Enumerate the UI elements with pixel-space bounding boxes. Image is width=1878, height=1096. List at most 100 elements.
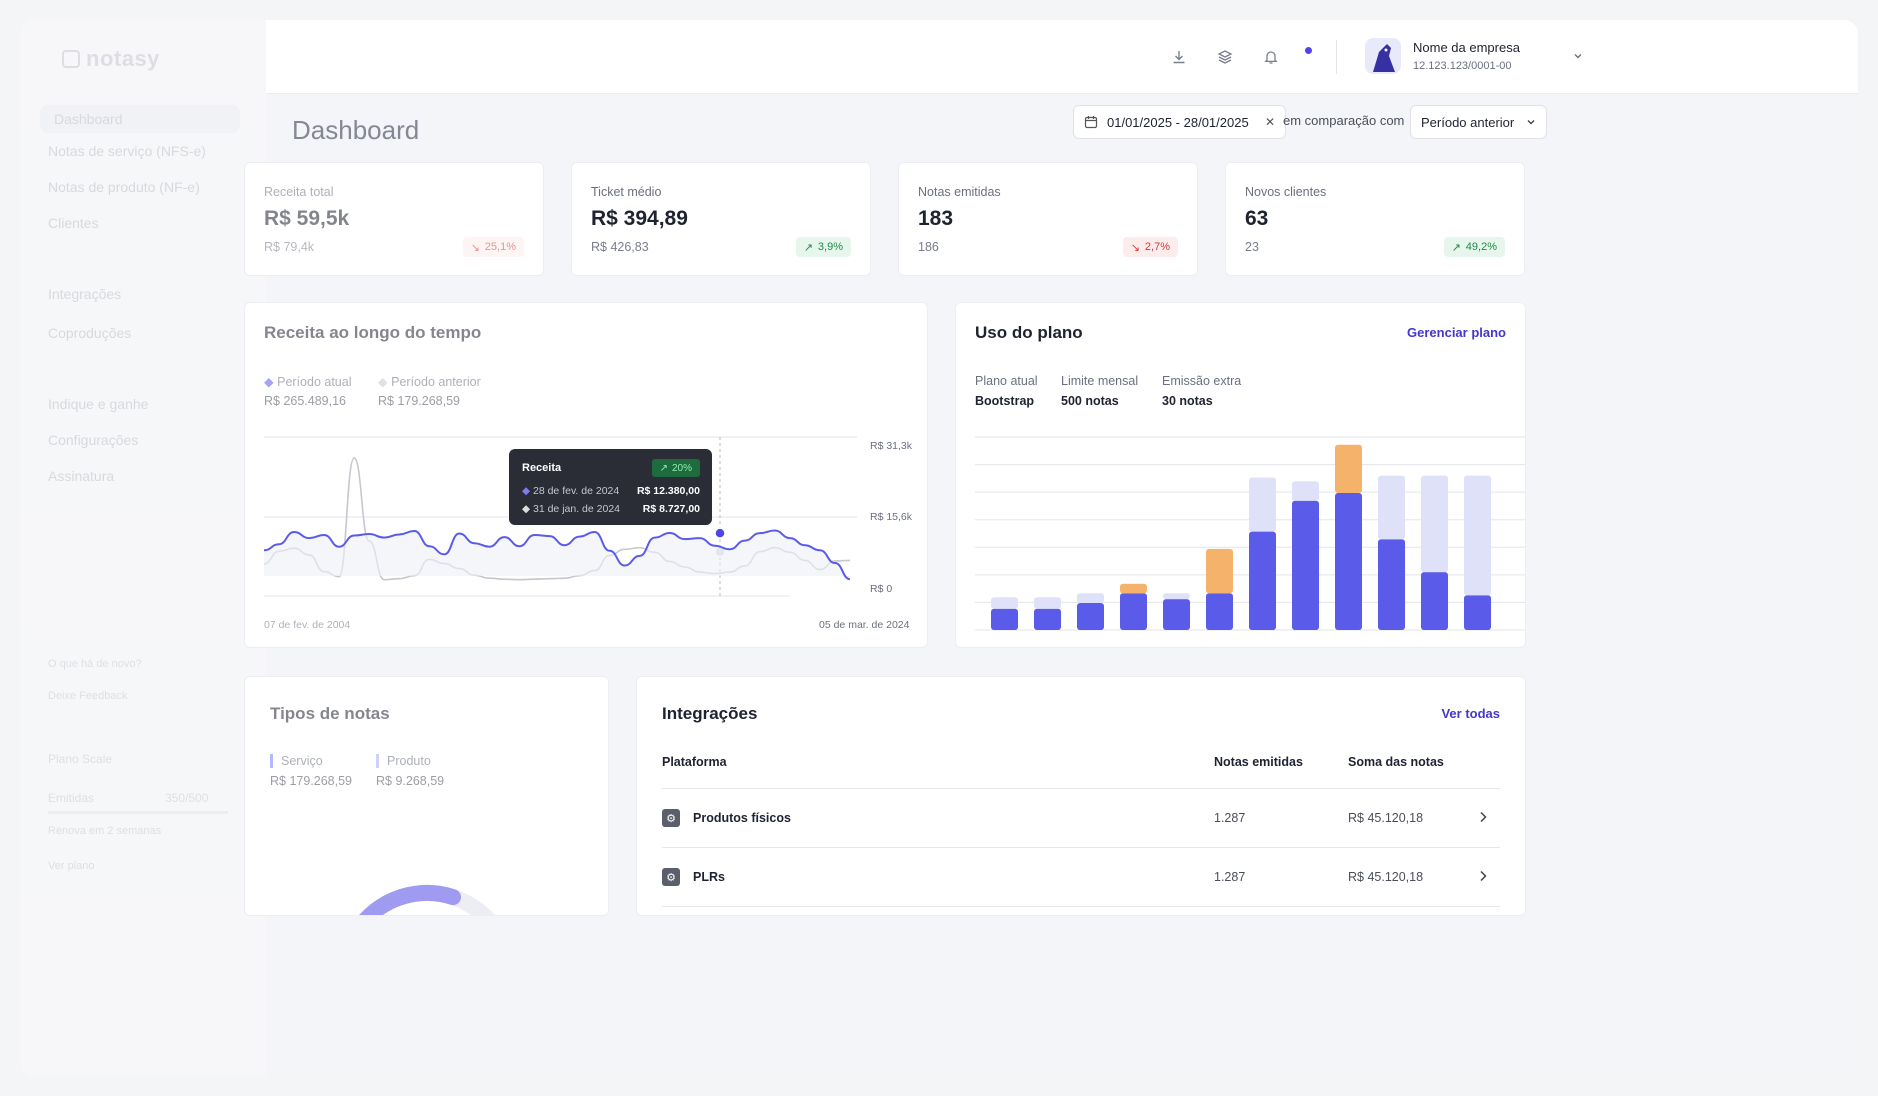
bar-segment-used [1163,599,1190,630]
legend-product-value: R$ 9.268,59 [376,774,445,788]
sidebar-item-nfe[interactable]: Notas de produto (NF-e) [48,179,200,195]
arrow-up-right-icon: ↗ [659,462,668,474]
plan-usage-panel: Uso do plano Gerenciar plano Plano atual… [955,302,1526,648]
compare-period-select[interactable]: Período anterior [1410,105,1547,139]
whats-new-link[interactable]: O que há de novo? [48,658,142,670]
sidebar-item-clientes[interactable]: Clientes [48,215,99,231]
arrow-down-right-icon: ↘ [470,241,480,254]
sidebar-item-integracoes[interactable]: Integrações [48,286,122,302]
arrow-up-right-icon: ↗ [803,241,813,254]
current-plan-label: Plano atual [975,374,1038,388]
tooltip-row-previous: ◆ 31 de jan. de 2024 R$ 8.727,00 [522,503,700,515]
manage-plan-link[interactable]: Gerenciar plano [1407,325,1506,340]
logo-icon [62,50,80,68]
table-row[interactable]: ⚙ Produtos físicos 1.287 R$ 45.120,18 [662,788,1500,848]
arrow-down-right-icon: ↘ [1130,241,1140,254]
legend-current: ◆ Período atual [264,375,352,389]
kpi-prev-value: R$ 79,4k [264,240,315,254]
table-row[interactable]: ⚙ PLRs 1.287 R$ 45.120,18 [662,847,1500,907]
kpi-card-ticket[interactable]: Ticket médio R$ 394,89 R$ 426,83 ↗ 3,9% [571,162,871,276]
legend-previous-value: R$ 179.268,59 [378,394,461,408]
company-avatar[interactable] [1365,38,1401,74]
kpi-label: Notas emitidas [918,185,1001,199]
column-header[interactable]: Notas emitidas [1214,755,1348,789]
y-axis-mid: R$ 15,6k [870,511,913,523]
plan-link[interactable]: Ver plano [48,860,95,872]
plan-name: Plano Scale [48,752,113,766]
notes-sum: R$ 45.120,18 [1348,847,1478,907]
tooltip-change-badge: ↗ 20% [651,459,700,477]
gear-icon: ⚙ [662,809,680,827]
kpi-label: Receita total [264,185,334,199]
chart-tooltip: Receita ↗ 20% ◆ 28 de fev. de 2024 R$ 12.… [509,449,712,525]
bar-segment-remaining [1378,475,1405,540]
bar-segment-remaining [1292,481,1319,501]
tooltip-row-current: ◆ 28 de fev. de 2024 R$ 12.380,00 [522,485,700,497]
download-icon[interactable] [1168,46,1190,68]
extra-emission-value: 30 notas [1162,394,1213,408]
tooltip-title: Receita [522,462,562,474]
compare-period-value: Período anterior [1421,114,1515,130]
series-line-current [263,529,851,581]
diamond-icon: ◆ [264,375,274,389]
sidebar-item-nfse[interactable]: Notas de serviço (NFS-e) [48,143,206,159]
table-header-row: Plataforma Notas emitidas Soma das notas [662,755,1500,789]
kpi-label: Novos clientes [1245,185,1327,199]
kpi-card-receita[interactable]: Receita total R$ 59,5k R$ 79,4k ↘ 25,1% [244,162,544,276]
integrations-table: Plataforma Notas emitidas Soma das notas… [662,755,1500,907]
sidebar-item-assinatura[interactable]: Assinatura [48,468,115,484]
bar-segment-used [1421,572,1448,630]
calendar-icon [1084,116,1098,129]
chevron-down-icon[interactable] [1573,50,1583,64]
kpi-prev-value: 23 [1245,240,1259,254]
notes-count: 1.287 [1214,847,1348,907]
bar-segment-used [1464,595,1491,630]
revenue-line-chart[interactable] [245,303,928,648]
bar-segment-extra [1206,548,1233,594]
legend-previous: ◆ Período anterior [378,375,481,389]
sidebar-item-dashboard[interactable]: Dashboard [40,105,240,133]
monthly-limit-value: 500 notas [1061,394,1119,408]
integrations-panel: Integrações Ver todas Plataforma Notas e… [636,676,1526,916]
series-area-fill [264,530,850,580]
donut-slice-service [359,885,461,915]
kpi-value: R$ 59,5k [264,207,350,230]
chevron-right-icon[interactable] [1478,788,1500,848]
layers-icon[interactable] [1214,46,1236,68]
platform-name: Produtos físicos [693,811,791,825]
note-types-donut[interactable] [245,677,609,916]
bar-segment-used [1120,593,1147,630]
logo[interactable]: notasy [62,46,160,72]
notes-count: 1.287 [1214,788,1348,848]
arrow-up-right-icon: ↗ [1451,241,1461,254]
legend-current-value: R$ 265.489,16 [264,394,347,408]
date-range-picker[interactable]: 01/01/2025 - 28/01/2025 ✕ [1073,105,1286,139]
renew-note: Renova em 2 semanas [48,825,162,837]
revenue-chart-panel: Receita ao longo do tempo ◆ Período atua… [244,302,928,648]
kpi-card-notas[interactable]: Notas emitidas 183 186 ↘ 2,7% [898,162,1198,276]
chevron-right-icon[interactable] [1478,847,1500,907]
sidebar-item-configuracoes[interactable]: Configurações [48,432,139,448]
see-all-link[interactable]: Ver todas [1441,706,1500,721]
clear-date-icon[interactable]: ✕ [1264,115,1275,129]
bar-segment-remaining [1464,475,1491,596]
sidebar-item-indique[interactable]: Indique e ganhe [48,396,149,412]
column-header[interactable]: Soma das notas [1348,755,1478,789]
bell-icon[interactable] [1260,46,1282,68]
sidebar: notasy Dashboard Notas de serviço (NFS-e… [20,20,266,1076]
feedback-link[interactable]: Deixe Feedback [48,690,128,702]
current-plan-value: Bootstrap [975,394,1035,408]
sidebar-item-coproducoes[interactable]: Coproduções [48,325,132,341]
kpi-change-badge: ↗ 3,9% [795,237,851,257]
date-range-value: 01/01/2025 - 28/01/2025 [1107,114,1249,130]
extra-emission-label: Emissão extra [1162,374,1242,388]
compare-label: em comparação com [1283,113,1405,128]
kpi-value: 63 [1245,207,1269,230]
plan-usage-bar-chart[interactable] [956,303,1526,648]
bar-segment-used [1034,608,1061,630]
topbar [266,20,1858,94]
note-types-panel: Tipos de notas Serviço R$ 179.268,59 Pro… [244,676,609,916]
company-name[interactable]: Nome da empresa [1413,40,1520,55]
kpi-card-clientes[interactable]: Novos clientes 63 23 ↗ 49,2% [1225,162,1525,276]
column-header[interactable]: Plataforma [662,755,1214,789]
